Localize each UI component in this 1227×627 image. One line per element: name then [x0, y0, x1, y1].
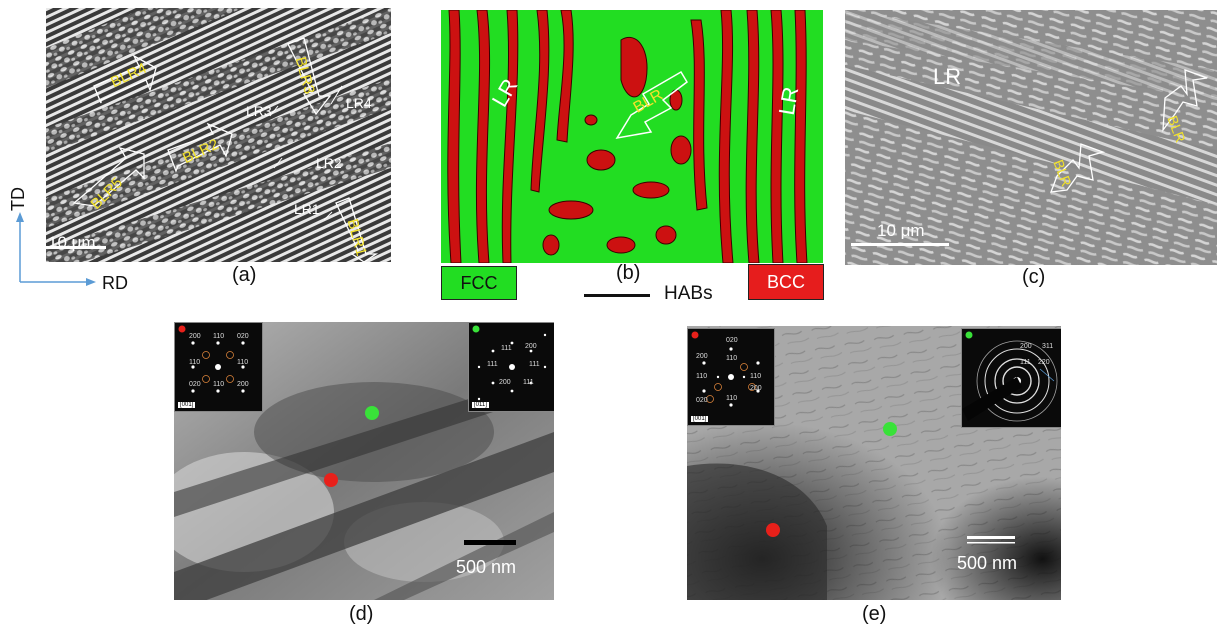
legend-fcc: FCC — [441, 266, 517, 300]
label-lr2: LR2 — [316, 155, 342, 171]
marker-green-d — [365, 406, 379, 420]
zone-axis-e-left: [001] — [691, 416, 709, 422]
scale-bar-label-c: 10 μm — [877, 221, 925, 240]
label-lr: LR — [933, 64, 962, 89]
panel-a-sem-image: BLR4 BLR3 LR4 LR3 BLR2 LR2 BLR5 LR1 BLR1… — [46, 8, 391, 262]
scale-bar-label-e: 500 nm — [957, 553, 1018, 573]
zone-axis-d-right: [011] — [472, 402, 489, 408]
caption-a: (a) — [232, 264, 257, 286]
panel-b-ebsd-phase-map: LR BLR LR — [441, 10, 823, 263]
label-lr4: LR4 — [346, 95, 372, 111]
legend-habs-line — [584, 294, 650, 297]
panel-d-tem-image: 200 110 020 110 110 020 110 200 [001] 11… — [174, 322, 554, 600]
label-lr-right: LR — [773, 84, 804, 117]
label-lr3: LR3 — [246, 103, 272, 119]
diffraction-inset-e-right: 200 311 111 220 — [961, 328, 1061, 428]
legend-bcc: BCC — [748, 264, 824, 300]
td-label: TD — [8, 187, 28, 211]
diffraction-inset-d-left: 200 110 020 110 110 020 110 200 [001] — [174, 322, 263, 412]
panel-e-tem-image: 020 200 110 110 110 200 020 110 [001] 20… — [687, 326, 1061, 600]
caption-b: (b) — [616, 262, 641, 284]
caption-d: (d) — [349, 603, 374, 625]
scale-bar-label-d: 500 nm — [456, 557, 517, 577]
marker-green-e — [883, 422, 897, 436]
panel-c-sem-image: LR BLR BLR 10 μm — [845, 10, 1217, 265]
diffraction-inset-e-left: 020 200 110 110 110 200 020 110 [001] — [687, 328, 775, 426]
caption-c: (c) — [1022, 266, 1046, 288]
zone-axis-d-left: [001] — [178, 402, 196, 408]
label-lr1: LR1 — [294, 201, 320, 217]
caption-e: (e) — [862, 603, 887, 625]
scale-bar-label-a: 10 μm — [48, 233, 96, 252]
td-rd-axes: TD RD — [8, 180, 140, 300]
legend-habs: HABs — [664, 283, 713, 304]
marker-red-d — [324, 473, 338, 487]
marker-red-e — [766, 523, 780, 537]
rd-label: RD — [102, 273, 128, 293]
diffraction-inset-d-right: 111 200 111 111 200 111 [011] — [468, 322, 554, 412]
